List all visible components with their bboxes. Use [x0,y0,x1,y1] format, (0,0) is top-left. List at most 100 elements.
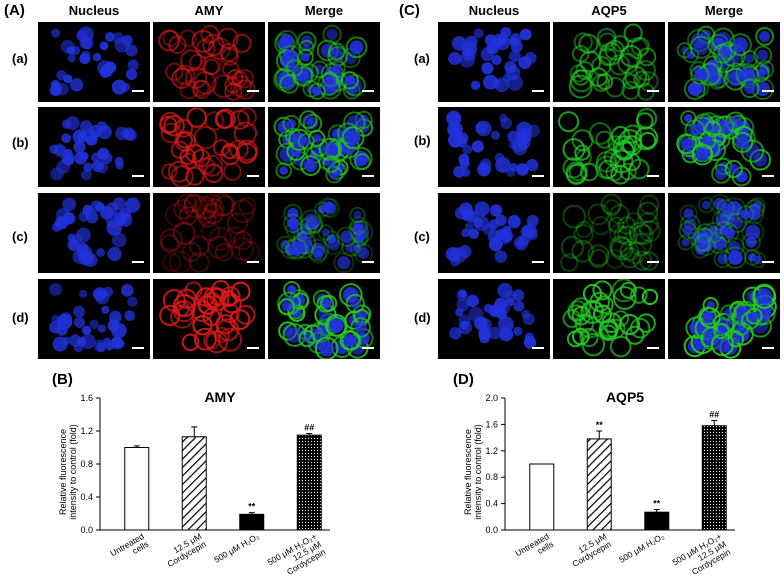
amy-row-1-merge-image [268,22,380,102]
svg-text:intensity to control (fold): intensity to control (fold) [473,424,483,520]
amy-row-3-nuc-image [38,193,150,273]
amy-row-2-merge-image [268,107,380,187]
y-tick-label: 0.8 [80,459,93,469]
aqp5-row-3-nuc-image [438,193,550,273]
aqp5-row-4-nuc-image [438,279,550,359]
y-tick-label: 2.0 [485,393,498,403]
panel-c-col-nucleus: Nucleus [468,3,520,18]
svg-text:500 μM H₂O₂: 500 μM H₂O₂ [212,531,261,565]
aqp5-row-3-aqp5-image [553,193,665,273]
y-tick-label: 1.6 [485,419,498,429]
scale-bar [247,261,259,263]
significance-label: ** [248,502,256,512]
scale-bar [132,261,144,263]
scale-bar [647,175,659,177]
scale-bar [132,347,144,349]
bar [529,463,555,531]
aqp5-row-4-aqp5-image [553,279,665,359]
panel-c-row-b: (b) [414,133,431,148]
svg-text:Relative fluorescence: Relative fluorescence [58,429,68,515]
panel-a-row-b: (b) [12,135,29,150]
svg-text:500 μM H₂O₂: 500 μM H₂O₂ [617,531,666,565]
panel-c-label: (C) [399,2,420,19]
panel-c-row-a: (a) [414,51,430,66]
scale-bar [762,261,774,263]
scale-bar [247,90,259,92]
scale-bar [532,175,544,177]
scale-bar [362,261,374,263]
panel-a-row-a: (a) [12,51,28,66]
y-tick-label: 0.0 [80,525,93,535]
amy-row-3-amy-image [153,193,265,273]
aqp5-row-1-aqp5-image [553,22,665,102]
panel-c-col-merge: Merge [704,3,744,18]
y-axis-label: Relative fluorescence intensity to contro… [58,424,78,520]
aqp5-row-2-merge-image [668,107,780,187]
panel-a-label: (A) [4,2,25,19]
panel-a-col-amy: AMY [194,3,224,18]
x-tick-label: 500 μM H₂O₂ [212,531,261,565]
panel-c-row-d: (d) [414,310,431,325]
scale-bar [647,90,659,92]
scale-bar [762,347,774,349]
scale-bar [762,90,774,92]
panel-b-label: (B) [52,371,73,388]
x-tick-label: 500 μM H₂O₂ [617,531,666,565]
svg-text:Relative fluorescence: Relative fluorescence [463,429,473,515]
panel-a-col-nucleus: Nucleus [68,3,120,18]
y-axis-label: Relative fluorescence intensity to contro… [463,424,483,520]
panel-a-row-d: (d) [12,310,29,325]
y-tick-label: 0.0 [485,525,498,535]
scale-bar [647,261,659,263]
significance-label: ** [596,420,604,430]
panel-d-label: (D) [453,371,474,388]
amy-row-2-nuc-image [38,107,150,187]
panel-a-col-merge: Merge [304,3,344,18]
panel-a-row-c: (c) [12,229,28,244]
scale-bar [532,261,544,263]
amy-row-4-amy-image [153,279,265,359]
scale-bar [132,175,144,177]
bar [239,513,265,531]
aqp5-row-2-nuc-image [438,107,550,187]
chart-title: AMY [204,389,236,405]
aqp5-row-1-nuc-image [438,22,550,102]
bar [124,447,150,531]
y-tick-label: 0.8 [485,472,498,482]
y-tick-label: 0.4 [485,499,498,509]
amy-row-4-merge-image [268,279,380,359]
bar [586,438,612,531]
panel-c-col-aqp5: AQP5 [591,3,627,18]
significance-label: ## [709,409,719,419]
scale-bar [247,347,259,349]
amy-row-3-merge-image [268,193,380,273]
aqp5-bar-chart: AQP5 0.0 0.4 0.8 1.2 1.6 2.0 Relative fluoresce… [463,389,735,577]
scale-bar [247,175,259,177]
bar [181,436,207,531]
scale-bar [362,90,374,92]
scale-bar [532,347,544,349]
amy-row-1-amy-image [153,22,265,102]
y-tick-label: 1.6 [80,393,93,403]
bar [296,434,322,531]
scale-bar [132,90,144,92]
amy-bar-chart: AMY 0.0 0.4 0.8 1.2 1.6 Relative fluorescence i… [58,389,330,577]
aqp5-row-4-merge-image [668,279,780,359]
significance-label: ** [653,499,661,509]
scale-bar [362,347,374,349]
y-tick-label: 0.4 [80,492,93,502]
scale-bar [762,175,774,177]
scale-bar [647,347,659,349]
svg-text:intensity to control (fold): intensity to control (fold) [68,424,78,520]
significance-label: ## [304,422,314,432]
panel-c-row-c: (c) [414,229,430,244]
y-tick-label: 1.2 [485,446,498,456]
chart-title: AQP5 [606,389,644,405]
scale-bar [532,90,544,92]
